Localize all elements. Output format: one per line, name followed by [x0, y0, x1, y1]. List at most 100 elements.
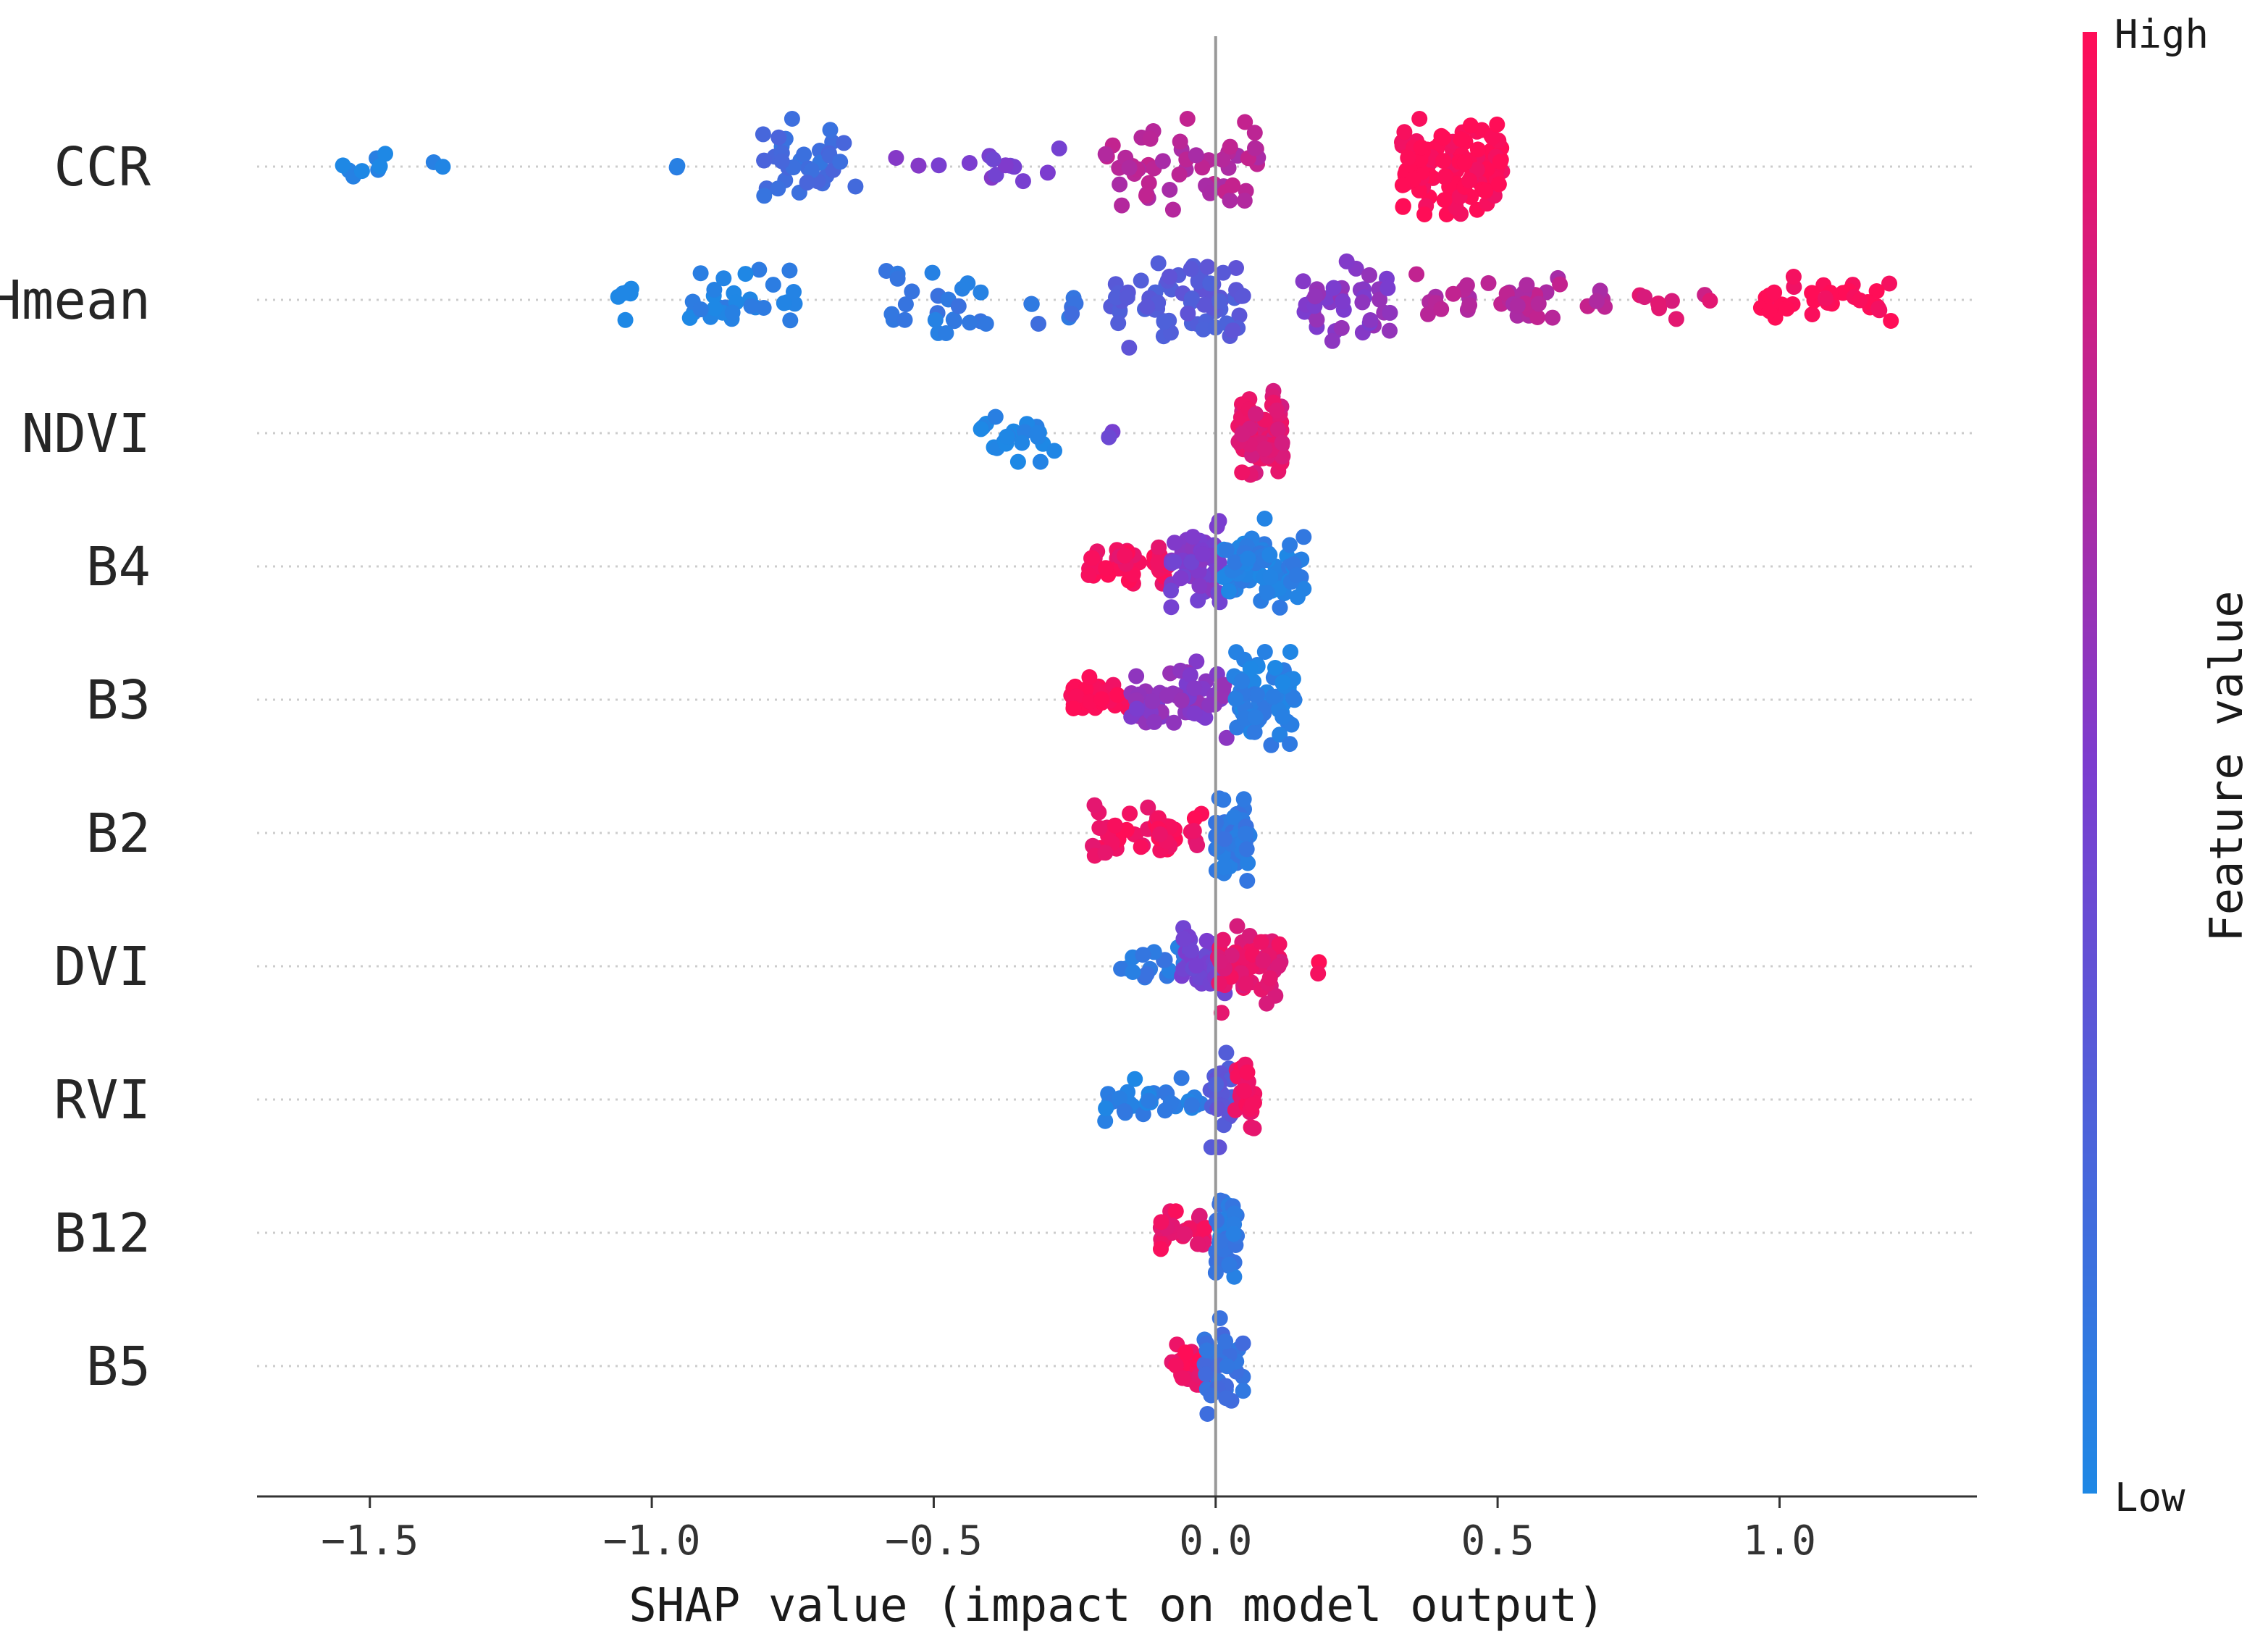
data-point	[1133, 272, 1149, 289]
data-point	[782, 312, 799, 329]
data-point	[1239, 873, 1256, 889]
data-point	[755, 126, 771, 143]
data-point	[910, 157, 927, 174]
data-point	[1221, 1256, 1238, 1273]
data-point	[1852, 292, 1868, 309]
data-point	[962, 314, 978, 331]
data-point	[1256, 644, 1273, 660]
data-point	[997, 157, 1014, 174]
data-point	[1009, 453, 1026, 470]
data-point	[1080, 566, 1097, 583]
data-point	[1125, 964, 1141, 980]
data-point	[1167, 1357, 1184, 1374]
data-point	[1098, 560, 1114, 577]
feature-label: B5	[86, 1336, 151, 1398]
data-point	[1177, 1344, 1194, 1361]
feature-labels: CCR Hmean NDVI B4 B3 B2 DVI RVI B12 B5	[0, 136, 151, 1398]
data-point	[1177, 1226, 1193, 1242]
data-point	[434, 159, 451, 175]
data-point	[1153, 1241, 1169, 1257]
data-point	[1462, 117, 1479, 134]
data-point	[1122, 805, 1138, 822]
data-point	[1702, 293, 1718, 309]
data-point	[1215, 931, 1231, 948]
data-point	[1411, 111, 1428, 127]
data-point	[1101, 429, 1117, 445]
data-point	[707, 300, 723, 317]
data-point	[1274, 708, 1291, 725]
data-point	[1202, 275, 1219, 292]
data-point	[1175, 1370, 1190, 1386]
data-point	[1785, 269, 1802, 285]
data-point	[1761, 303, 1778, 319]
x-axis-label: SHAP value (impact on model output)	[629, 1579, 1605, 1633]
data-point	[1218, 542, 1235, 558]
data-point	[1172, 133, 1188, 150]
data-point	[371, 158, 388, 175]
data-point	[1477, 183, 1494, 199]
data-point	[1484, 129, 1500, 146]
data-point	[1249, 687, 1265, 703]
data-point	[1461, 297, 1478, 314]
data-point	[1138, 966, 1155, 982]
data-point	[1289, 589, 1306, 606]
data-point	[1225, 1226, 1242, 1242]
data-point	[1183, 290, 1200, 306]
data-point	[1119, 289, 1135, 306]
data-point	[1150, 255, 1167, 272]
data-point	[1144, 693, 1161, 710]
data-point	[1218, 1390, 1235, 1407]
data-point	[1139, 298, 1156, 315]
data-point	[1310, 966, 1327, 982]
data-point	[1091, 820, 1108, 836]
data-point	[1436, 192, 1453, 209]
feature-label: B12	[54, 1202, 151, 1265]
data-point	[1152, 826, 1168, 842]
data-point	[1154, 153, 1171, 169]
data-points	[335, 111, 1899, 1422]
data-point	[1272, 726, 1288, 743]
data-point	[931, 157, 947, 174]
data-point	[1151, 539, 1167, 556]
data-point	[1509, 298, 1526, 314]
data-point	[1161, 268, 1177, 285]
data-point	[1191, 1207, 1208, 1224]
data-point	[1453, 131, 1469, 148]
data-point	[1255, 952, 1272, 969]
data-point	[1240, 855, 1256, 871]
data-point	[1395, 198, 1411, 214]
data-point	[1211, 975, 1227, 992]
data-point	[1778, 301, 1795, 317]
data-point	[669, 158, 686, 174]
data-point	[1114, 197, 1130, 214]
data-point	[973, 421, 989, 437]
data-point	[1238, 976, 1254, 992]
data-point	[1637, 289, 1652, 306]
data-point	[1186, 705, 1203, 721]
feature-label: NDVI	[22, 403, 151, 465]
data-point	[1183, 554, 1200, 571]
data-point	[1413, 139, 1429, 156]
data-point	[1881, 275, 1897, 292]
data-point	[836, 135, 852, 151]
data-point	[1127, 1071, 1143, 1087]
data-point	[1490, 176, 1507, 193]
data-point	[1883, 313, 1899, 329]
data-point	[1128, 700, 1145, 717]
data-point	[1335, 293, 1351, 309]
data-point	[1261, 970, 1278, 987]
data-point	[1199, 259, 1216, 275]
data-point	[1225, 177, 1241, 193]
data-point	[1445, 285, 1461, 302]
data-point	[1530, 296, 1547, 312]
data-point	[1098, 1100, 1114, 1117]
data-point	[1211, 293, 1227, 309]
data-point	[1081, 669, 1098, 685]
data-point	[1159, 687, 1175, 704]
data-point	[1804, 306, 1820, 322]
data-point	[1185, 823, 1202, 839]
row-gridlines	[257, 165, 1977, 1368]
data-point	[1190, 592, 1206, 608]
data-point	[1265, 689, 1282, 705]
data-point	[1469, 141, 1486, 158]
